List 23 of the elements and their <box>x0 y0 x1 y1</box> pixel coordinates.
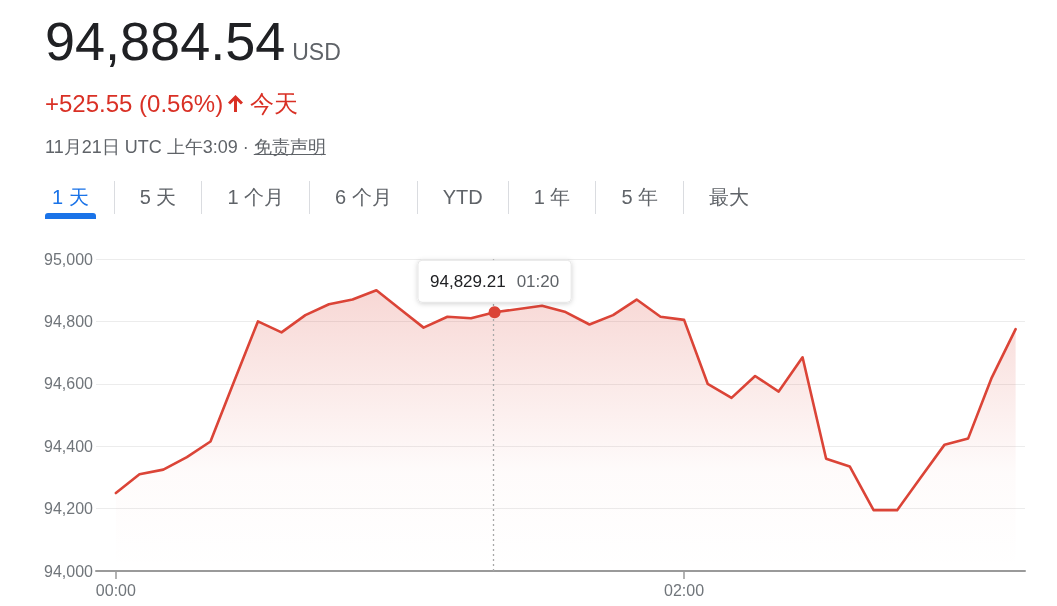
y-tick-label: 94,400 <box>44 437 94 455</box>
time-range-tab[interactable]: 最大 <box>683 181 775 214</box>
y-tick-label: 94,800 <box>44 312 94 330</box>
time-range-tab[interactable]: 1 年 <box>507 181 596 214</box>
time-range-tab[interactable]: 6 个月 <box>309 181 417 214</box>
y-tick-label: 94,600 <box>44 375 94 393</box>
time-range-tab[interactable]: 5 天 <box>113 181 202 214</box>
time-range-tab[interactable]: YTD <box>416 181 508 214</box>
time-range-tab[interactable]: 1 天 <box>45 181 114 214</box>
disclaimer-link[interactable]: 免责声明 <box>253 137 326 157</box>
time-range-tab[interactable]: 1 个月 <box>201 181 310 214</box>
chart-title: 94,884.54 <box>45 11 286 71</box>
x-tick-label: 02:00 <box>664 581 705 599</box>
time-range-tab[interactable]: 5 年 <box>595 181 684 214</box>
x-tick-label: 00:00 <box>95 581 136 599</box>
text: USD <box>292 39 341 65</box>
y-tick-label: 94,000 <box>44 562 94 580</box>
text: 今天 <box>250 90 299 117</box>
y-tick-label: 94,200 <box>44 500 94 518</box>
annotation: 94,829.21 01:20 <box>430 271 560 291</box>
y-tick-label: 95,000 <box>44 250 94 268</box>
text: 11月21日 UTC 上午3:09 · <box>45 137 249 157</box>
chart-subtitle: +525.55 (0.56%) <box>45 90 224 117</box>
